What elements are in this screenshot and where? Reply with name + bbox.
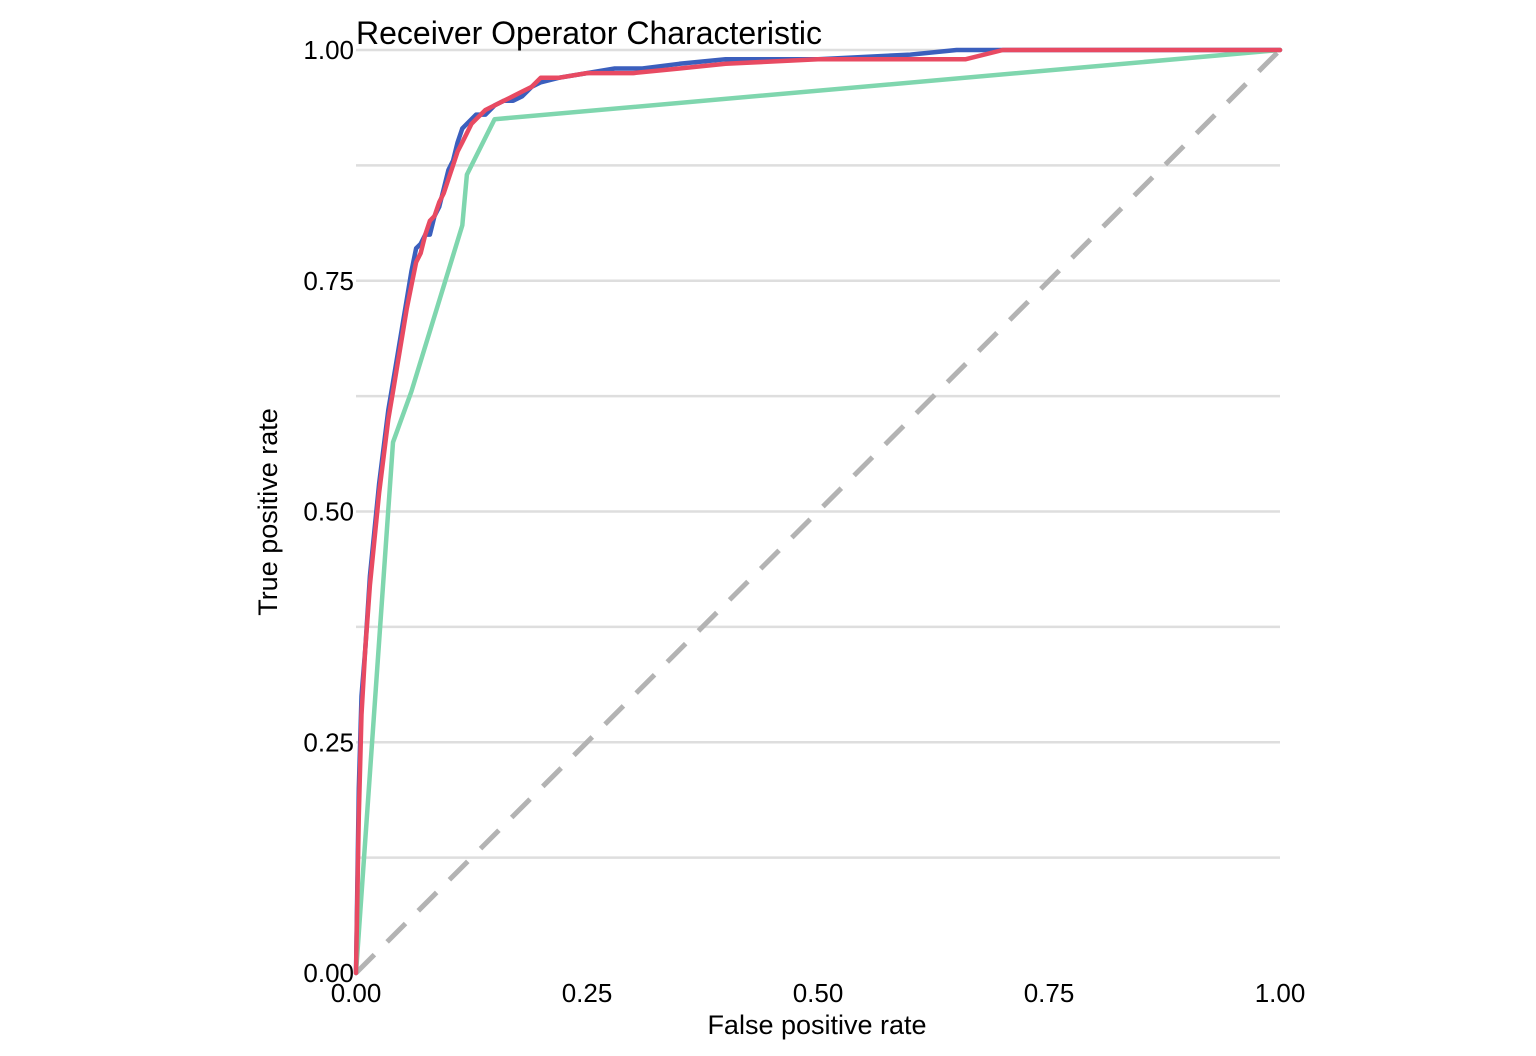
series-line-1 (353, 47, 1283, 976)
x-axis-title: False positive rate (707, 1010, 926, 1040)
y-tick-label-3: 0.75 (303, 266, 354, 296)
x-tick-label-4: 1.00 (1255, 978, 1306, 1008)
y-tick-label-1: 0.25 (303, 727, 354, 757)
chart-title: Receiver Operator Characteristic (356, 15, 822, 51)
x-tick-labels: 0.00 0.25 0.50 0.75 1.00 (331, 978, 1306, 1008)
y-axis-title: True positive rate (253, 408, 283, 616)
y-tick-label-2: 0.50 (303, 497, 354, 527)
y-tick-label-0: 0.00 (303, 958, 354, 988)
x-tick-label-0: 0.00 (331, 978, 382, 1008)
y-tick-label-4: 1.00 (303, 35, 354, 65)
x-tick-label-3: 0.75 (1024, 978, 1075, 1008)
gridlines (356, 48, 1280, 859)
x-tick-label-2: 0.50 (793, 978, 844, 1008)
series-line-2 (353, 47, 1283, 976)
y-tick-labels: 0.00 0.25 0.50 0.75 1.00 (303, 35, 354, 988)
series-lines (353, 47, 1283, 976)
x-tick-label-1: 0.25 (562, 978, 613, 1008)
